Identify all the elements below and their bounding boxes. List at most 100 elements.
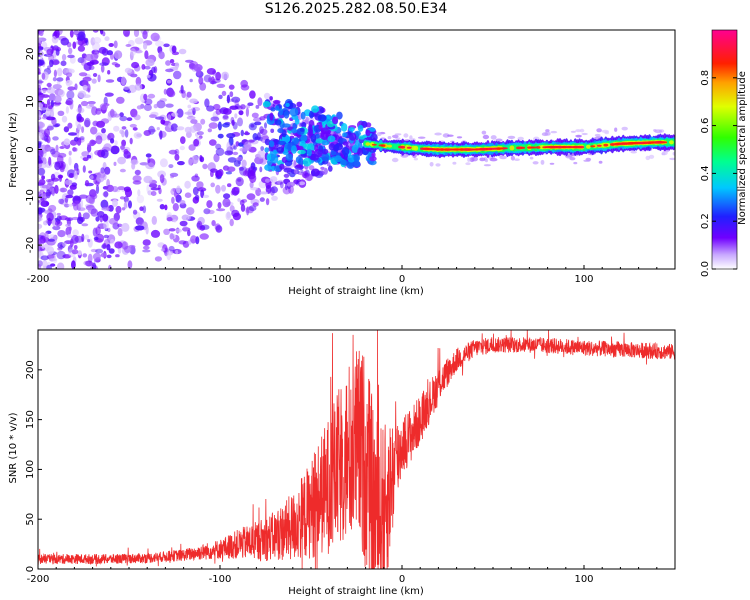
spectrogram-blob xyxy=(169,59,175,64)
spectrogram-blob xyxy=(68,47,73,55)
spectrogram-blob xyxy=(103,234,110,239)
spectrogram-blob xyxy=(38,148,44,158)
spectrogram-blob xyxy=(129,137,133,145)
spectrogram-blob xyxy=(123,201,128,210)
spectrogram-blob xyxy=(101,207,110,211)
spectrogram-blob xyxy=(207,128,212,133)
spectrogram-blob xyxy=(80,56,87,66)
spectrogram-blob xyxy=(75,41,82,45)
spectrogram-track-cell xyxy=(531,146,537,149)
spectrogram-blob xyxy=(206,68,216,75)
spectrogram-blob xyxy=(155,116,165,120)
spectrogram-blob xyxy=(168,149,178,155)
spectrogram-blob xyxy=(579,128,585,133)
spectrogram-blob xyxy=(100,149,109,159)
spectrogram-blob xyxy=(435,163,441,167)
spectrogram-blob xyxy=(132,175,142,182)
spectrogram-blob xyxy=(333,144,340,152)
spectrogram-blob xyxy=(259,191,269,195)
spectrogram-blob xyxy=(216,83,226,88)
spectrogram-track-cell xyxy=(586,144,591,149)
spectrogram-blob xyxy=(132,127,138,131)
spectrogram-blob xyxy=(166,217,173,222)
spectrogram-blob xyxy=(191,155,199,165)
spectrogram-blob xyxy=(39,189,44,193)
spectrogram-blob xyxy=(270,107,276,112)
spectrogram-blob xyxy=(271,195,278,201)
spectrogram-blob xyxy=(222,198,231,208)
spectrogram-blob xyxy=(654,129,663,134)
spectrogram-blob xyxy=(53,95,62,104)
spectrogram-blob xyxy=(184,192,192,198)
spectrogram-blob xyxy=(38,132,43,140)
spectrogram-blob xyxy=(103,190,109,198)
spectrogram-blob xyxy=(90,208,99,217)
spectrogram-blob xyxy=(251,112,259,119)
spectrogram-blob xyxy=(575,129,582,133)
spectrogram-blob xyxy=(514,158,520,161)
spectrogram-blob xyxy=(77,31,86,41)
spectrogram-blob xyxy=(82,84,88,91)
spectrogram-blob xyxy=(269,112,274,121)
spectrogram-blob xyxy=(234,113,238,119)
spectrogram-blob xyxy=(38,199,43,203)
spectrogram-blob xyxy=(96,120,106,128)
spectrogram-blob xyxy=(144,98,153,106)
spectrogram-blob xyxy=(196,220,203,230)
spectrogram-blob xyxy=(38,167,46,176)
spectrogram-blob xyxy=(77,123,82,130)
spectrogram-track-cell xyxy=(535,146,541,149)
spectrogram-blob xyxy=(142,249,151,253)
spectrogram-blob xyxy=(52,77,57,82)
spectrogram-blob xyxy=(95,248,104,254)
colorbar-ticks: 0.0 0.2 0.4 0.6 0.8 xyxy=(700,29,738,277)
spectrogram-blob xyxy=(209,139,217,146)
spectrogram-blob xyxy=(63,126,70,133)
spectrogram-blob xyxy=(65,223,71,228)
spectrogram-blob xyxy=(569,157,576,161)
spectrogram-blob xyxy=(171,196,175,204)
spectrogram-blob xyxy=(238,110,244,116)
spectrogram-blob xyxy=(327,135,336,143)
spectrogram-blob xyxy=(240,84,250,91)
spectrogram-blob xyxy=(68,150,72,156)
spectrogram-blob xyxy=(77,207,86,212)
spectrogram-blob xyxy=(64,197,69,204)
spectrogram-blob xyxy=(165,60,171,66)
spectrogram-blob xyxy=(99,62,109,66)
spectrogram-blob xyxy=(46,212,54,222)
spectrogram-blob xyxy=(46,135,51,144)
spectrogram-blob xyxy=(38,37,42,42)
spectrogram-blob xyxy=(300,134,308,142)
spectrogram-blob xyxy=(210,168,218,173)
spectrogram-blob xyxy=(417,136,426,139)
spectrogram-blob xyxy=(196,136,202,141)
spectrogram-blob xyxy=(257,97,263,106)
spectrogram-blob xyxy=(176,126,185,131)
spectrogram-blob xyxy=(311,170,316,177)
spectrogram-blob xyxy=(114,241,123,249)
spectrogram-blob xyxy=(328,165,333,172)
spectrogram-blob xyxy=(283,110,290,119)
spectrogram-blob xyxy=(123,196,129,203)
spectrogram-blob xyxy=(240,104,246,110)
spectrogram-blob xyxy=(38,80,44,84)
spectrogram-blob xyxy=(196,131,204,136)
spectrogram-blob xyxy=(124,67,132,74)
x-tick-label: -200 xyxy=(27,274,50,285)
spectrogram-blob xyxy=(351,144,359,153)
spectrogram-blob xyxy=(123,85,130,90)
spectrogram-blob xyxy=(68,132,77,136)
spectrogram-blob xyxy=(245,130,249,135)
spectrogram-blob xyxy=(254,136,261,140)
spectrogram-blob xyxy=(160,248,165,252)
spectrogram-blob xyxy=(95,226,101,236)
spectrogram-blob xyxy=(113,161,117,166)
spectrogram-blob xyxy=(194,194,200,201)
snr-marks xyxy=(38,330,675,569)
spectrogram-blob xyxy=(217,121,222,131)
spectrogram-blob xyxy=(42,157,47,165)
spectrogram-blob xyxy=(231,96,241,103)
spectrogram-blob xyxy=(159,158,168,168)
spectrogram-blob xyxy=(456,136,463,139)
